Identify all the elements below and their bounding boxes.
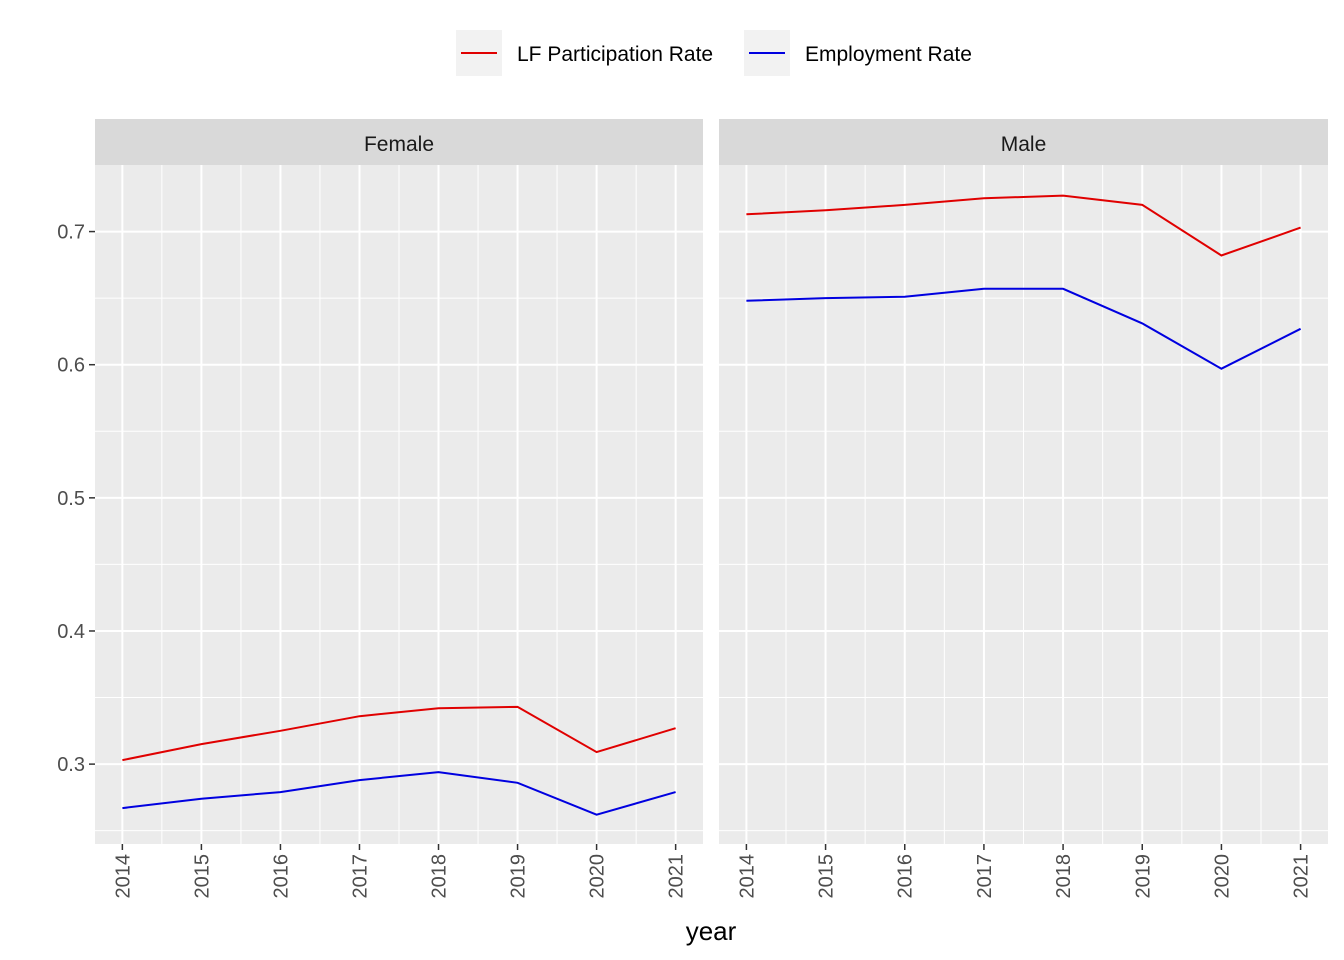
x-tick-label: 2019: [1132, 854, 1154, 899]
series-line-employment-rate: [746, 287, 1302, 370]
x-tick-label: 2021: [666, 854, 688, 899]
x-axis-title: year: [686, 916, 737, 946]
y-tick-label: 0.4: [57, 621, 85, 643]
y-tick-label: 0.6: [57, 355, 85, 377]
legend-item-lf-participation-rate: LF Participation Rate: [456, 30, 713, 76]
legend-item-employment-rate: Employment Rate: [744, 30, 972, 76]
x-tick-label: 2014: [736, 854, 758, 899]
series-line-lf-participation-rate: [122, 705, 676, 762]
series-line-lf-participation-rate: [746, 194, 1301, 257]
x-tick-label: 2018: [429, 854, 451, 899]
x-tick-label: 2015: [816, 854, 838, 899]
facet-strip-label: Female: [364, 133, 434, 156]
legend-label: Employment Rate: [805, 43, 972, 66]
panel-female: Female 2014 2015 2016 2017 2018 2019 2020 2021: [95, 119, 703, 899]
x-tick-label: 2021: [1291, 854, 1313, 899]
legend: LF Participation Rate Employment Rate: [456, 30, 972, 76]
legend-label: LF Participation Rate: [517, 43, 713, 66]
x-tick-label: 2016: [270, 854, 292, 899]
facet-strip: [719, 119, 1328, 165]
y-axis: 0.3 0.4 0.5 0.6 0.7: [57, 222, 95, 776]
x-tick-label: 2017: [974, 854, 996, 899]
y-tick-label: 0.3: [57, 754, 85, 776]
x-tick-label: 2016: [895, 854, 917, 899]
facet-strip-label: Male: [1001, 133, 1047, 156]
x-tick-label: 2019: [508, 854, 530, 899]
x-tick-label: 2014: [112, 854, 134, 899]
y-tick-label: 0.7: [57, 222, 85, 244]
x-tick-label: 2020: [1211, 854, 1233, 899]
series-line-employment-rate: [122, 771, 676, 816]
x-tick-label: 2017: [349, 854, 371, 899]
panel-male: Male 2014 2015 2016 2017 2018 2019 2020 2021: [719, 119, 1328, 899]
x-tick-label: 2020: [587, 854, 609, 899]
x-tick-label: 2015: [191, 854, 213, 899]
y-tick-label: 0.5: [57, 488, 85, 510]
x-tick-label: 2018: [1053, 854, 1075, 899]
facet-strip: [95, 119, 703, 165]
